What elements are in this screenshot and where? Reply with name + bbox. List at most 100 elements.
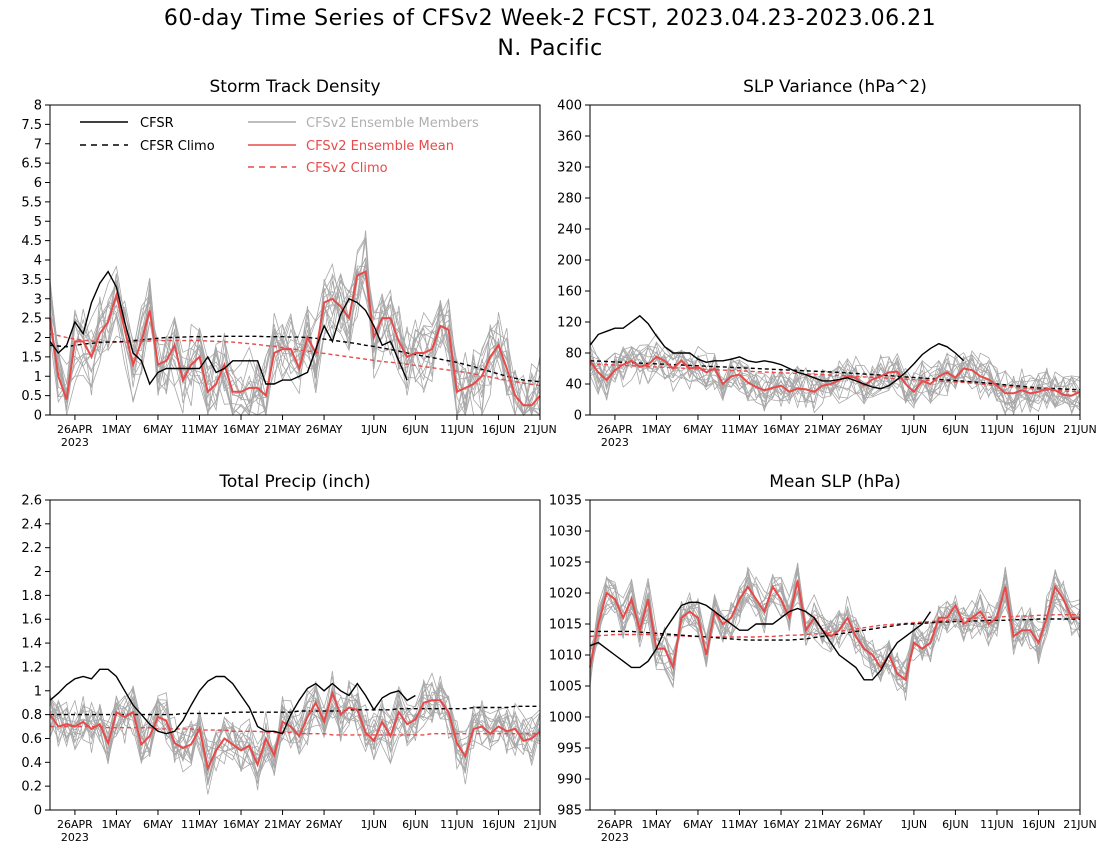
y-tick-label: 1025	[549, 556, 582, 571]
x-tick-label: 11MAY	[721, 818, 758, 831]
x-tick-label: 26MAY	[846, 423, 883, 436]
ensemble-member-line	[49, 676, 541, 795]
y-tick-label: 200	[557, 254, 582, 269]
y-tick-label: 4.5	[21, 234, 42, 249]
ensemble-member-line	[49, 270, 540, 417]
series-line-cfsr-climo	[50, 705, 540, 716]
x-tick-label: 11JUN	[980, 818, 1014, 831]
panel-title: Mean SLP (hPa)	[769, 472, 901, 492]
ensemble-member-line	[49, 237, 541, 416]
x-tick-label: 1JUN	[361, 818, 388, 831]
x-tick-label: 11MAY	[181, 818, 218, 831]
x-tick-label: 21MAY	[264, 818, 301, 831]
x-tick-label: 1MAY	[101, 423, 131, 436]
y-tick-label: 0	[574, 409, 582, 424]
chart-panel: SLP Variance (hPa^2) 0 40 80 120 160 200 240 280…	[557, 77, 1097, 449]
series-line-cfsv2-ensemble-mean	[49, 270, 541, 407]
ensemble-member-line	[49, 239, 541, 417]
y-tick-label: 0.5	[21, 389, 42, 404]
chart-panel: Storm Track Density 0 0.5 1 1.5 2 2.5 3 3.5 4 4.5 5…	[21, 77, 556, 449]
series-line-cfsv2-ensemble-mean	[589, 355, 1081, 397]
x-tick-label: 26MAY	[306, 818, 343, 831]
panel-title: Total Precip (inch)	[218, 472, 370, 492]
y-tick-label: 8	[34, 99, 42, 114]
legend-label: CFSv2 Climo	[306, 161, 388, 176]
x-year-label: 2023	[601, 436, 629, 449]
figure-subtitle: N. Pacific	[497, 36, 603, 61]
ensemble-member-line	[589, 342, 1081, 405]
y-tick-label: 7	[34, 137, 42, 152]
y-tick-label: 2	[34, 331, 42, 346]
y-tick-label: 990	[557, 773, 582, 788]
chart-panel: Total Precip (inch) 0 0.2 0.4 0.6 0.8 1 1.2 1.4 1…	[21, 472, 556, 844]
y-tick-label: 400	[557, 99, 582, 114]
x-tick-label: 11JUN	[440, 423, 474, 436]
x-tick-label: 26APR	[57, 818, 93, 831]
x-tick-label: 11JUN	[980, 423, 1014, 436]
y-tick-label: 240	[557, 223, 582, 238]
x-tick-label: 1JUN	[901, 423, 928, 436]
y-tick-label: 985	[557, 804, 582, 819]
x-tick-label: 21JUN	[1063, 423, 1097, 436]
x-tick-label: 16MAY	[763, 818, 800, 831]
legend-label: CFSv2 Ensemble Members	[306, 116, 479, 131]
x-tick-label: 1JUN	[901, 818, 928, 831]
x-tick-label: 11MAY	[181, 423, 218, 436]
x-tick-label: 16MAY	[223, 818, 260, 831]
series-line-cfsr	[49, 270, 408, 386]
legend-label: CFSR	[140, 116, 174, 131]
y-tick-label: 0.2	[21, 780, 42, 795]
y-tick-label: 1030	[549, 525, 582, 540]
x-tick-label: 16MAY	[763, 423, 800, 436]
y-tick-label: 1	[34, 684, 42, 699]
x-tick-label: 26MAY	[846, 818, 883, 831]
x-tick-label: 21MAY	[264, 423, 301, 436]
ensemble-member-line	[589, 568, 1081, 681]
x-tick-label: 6MAY	[143, 818, 173, 831]
y-tick-label: 1	[34, 370, 42, 385]
y-tick-label: 1000	[549, 711, 582, 726]
ensemble-member-line	[49, 683, 541, 774]
series-line-cfsr	[49, 668, 416, 735]
legend: CFSR CFSR Climo CFSv2 Ensemble Members CFSv…	[80, 116, 479, 176]
y-tick-label: 320	[557, 161, 582, 176]
x-tick-label: 26APR	[57, 423, 93, 436]
series-line-cfsr	[589, 314, 965, 390]
y-tick-label: 1.2	[21, 660, 42, 675]
y-tick-label: 160	[557, 285, 582, 300]
ensemble-member-line	[589, 341, 1081, 406]
plot-frame	[49, 499, 541, 811]
x-tick-label: 21JUN	[1063, 818, 1097, 831]
y-tick-label: 80	[565, 347, 582, 362]
ensemble-member-line	[589, 578, 1081, 680]
x-tick-label: 11MAY	[721, 423, 758, 436]
x-tick-label: 21MAY	[804, 818, 841, 831]
y-tick-label: 1035	[549, 494, 582, 509]
x-tick-label: 16JUN	[482, 818, 516, 831]
x-tick-label: 6MAY	[683, 423, 713, 436]
x-tick-label: 6JUN	[402, 818, 429, 831]
y-tick-label: 6	[34, 176, 42, 191]
x-tick-label: 26APR	[597, 818, 633, 831]
figure-title: 60-day Time Series of CFSv2 Week-2 FCST,…	[163, 6, 937, 31]
y-tick-label: 2.2	[21, 541, 42, 556]
x-tick-label: 6JUN	[942, 423, 969, 436]
series-line-cfsv2-climo	[49, 332, 541, 387]
y-tick-label: 1.8	[21, 589, 42, 604]
y-tick-label: 280	[557, 192, 582, 207]
y-tick-label: 2.5	[21, 312, 42, 327]
ensemble-member-line	[589, 576, 1081, 689]
y-tick-label: 360	[557, 130, 582, 145]
series-line-cfsr	[589, 601, 932, 681]
x-tick-label: 16JUN	[1022, 818, 1056, 831]
series-line-cfsv2-climo	[589, 614, 1080, 638]
y-tick-label: 1.5	[21, 350, 42, 365]
panel-title: SLP Variance (hPa^2)	[743, 77, 927, 97]
ensemble-member-line	[589, 569, 1081, 678]
ensemble-member-line	[49, 678, 541, 771]
plot-frame	[589, 104, 1081, 416]
x-tick-label: 1MAY	[101, 818, 131, 831]
x-tick-label: 26APR	[597, 423, 633, 436]
x-tick-label: 6MAY	[683, 818, 713, 831]
